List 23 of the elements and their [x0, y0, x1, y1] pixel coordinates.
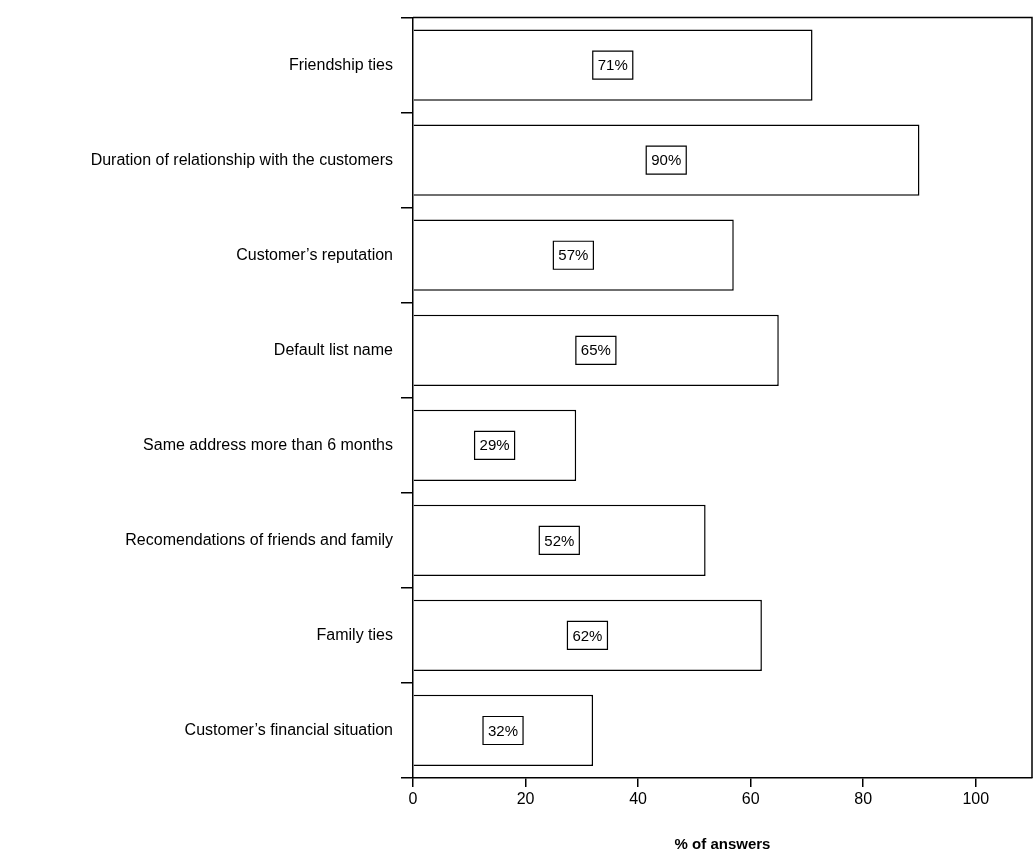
data-label: 65%	[580, 341, 611, 359]
y-tick-label: Customer’s financial situation	[184, 720, 393, 738]
y-tick-label: Recomendations of friends and family	[125, 530, 393, 548]
x-tick-label: 0	[408, 790, 418, 808]
x-axis-title: % of answers	[674, 835, 771, 853]
x-tick-label: 100	[962, 790, 990, 808]
data-label: 90%	[651, 151, 682, 169]
data-label: 32%	[488, 721, 519, 739]
data-label: 57%	[558, 246, 589, 264]
data-label: 52%	[544, 531, 575, 549]
data-label: 62%	[572, 626, 603, 644]
x-tick-label: 20	[516, 790, 535, 808]
y-tick-label: Same address more than 6 months	[143, 435, 393, 453]
y-tick-label: Duration of relationship with the customers	[90, 150, 393, 168]
data-label: 29%	[479, 436, 510, 454]
y-tick-label: Family ties	[316, 625, 393, 643]
x-tick-label: 40	[629, 790, 648, 808]
x-tick-label: 80	[854, 790, 873, 808]
y-tick-label: Friendship ties	[288, 55, 393, 73]
x-tick-label: 60	[741, 790, 760, 808]
y-tick-label: Customer’s reputation	[236, 245, 393, 263]
data-label: 71%	[597, 56, 628, 74]
y-tick-label: Default list name	[273, 340, 394, 358]
